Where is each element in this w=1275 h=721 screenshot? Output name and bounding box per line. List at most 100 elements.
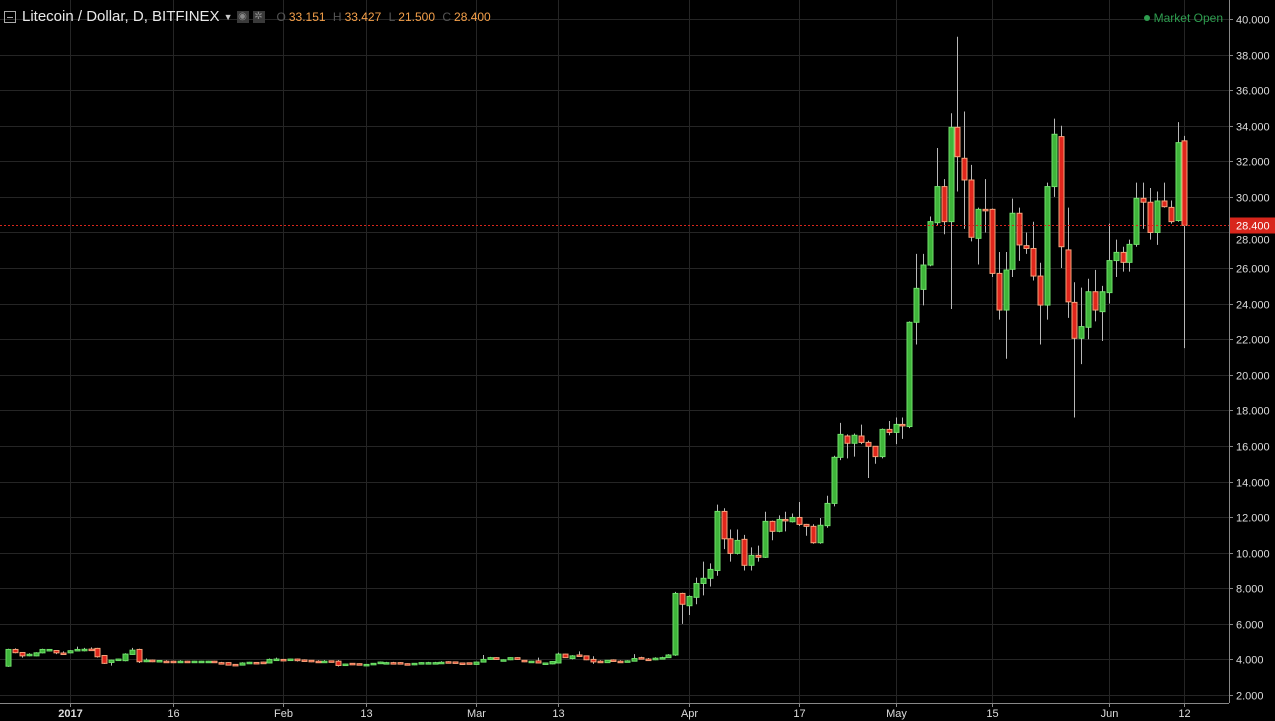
candle [253,661,260,665]
candle-body [1154,200,1161,233]
candle [872,445,879,464]
candle [294,658,301,662]
candle-body [1168,206,1175,223]
close-value: 28.400 [454,9,491,24]
candle [514,657,521,660]
y-tick-label: 16.000 [1236,442,1270,454]
candle [693,577,700,605]
candle [576,651,583,657]
candle-body [913,287,920,323]
candle [631,654,638,662]
candle-body [191,660,198,664]
candle-body [383,662,390,665]
candle [19,651,26,658]
candle-body [714,510,721,571]
candle-body [246,661,253,665]
candle [1065,207,1072,318]
candle-body [1078,326,1085,339]
candle-body [218,662,225,665]
ohlc-values: O 33.151 H 33.427 L 21.500 C 28.400 [273,10,491,24]
candle-body [377,661,384,665]
candle-body [1009,212,1016,270]
candle-body [493,657,500,660]
candle-body [418,662,425,665]
candle [604,659,611,664]
candle-body [342,663,349,667]
candle-body [693,582,700,598]
candle-body [487,657,494,660]
gear-icon[interactable]: ✲ [252,10,265,23]
x-tick-label: 13 [552,708,564,720]
candle [617,660,624,664]
candle-body [865,441,872,447]
candle [1181,135,1188,349]
candle-body [1065,249,1072,303]
candle [445,661,452,664]
eye-icon[interactable]: ◉ [236,10,249,23]
candle-body [315,660,322,664]
candle [1016,207,1023,261]
candle-body [604,659,611,664]
candle-body [748,554,755,566]
candle-body [459,662,466,665]
candle-body [989,208,996,274]
last-price-label: 28.400 [1236,221,1270,233]
candle [459,662,466,665]
candle [610,659,617,662]
collapse-icon[interactable] [4,10,16,23]
candle-body [941,186,948,223]
candle-body [679,592,686,605]
candle-body [163,660,170,664]
candle-body [803,523,810,527]
candle-body [727,538,734,554]
dropdown-caret-icon[interactable]: ▼ [223,11,233,22]
candle-body [301,659,308,662]
candle [308,659,315,663]
candle-body [741,538,748,566]
candle-body [349,662,356,666]
candle [755,545,762,562]
candle-body [445,661,452,664]
candle [418,662,425,665]
candle [1051,118,1058,197]
candle-body [432,662,439,665]
candle [542,662,549,665]
candle [569,655,576,660]
candle-body [115,658,122,662]
symbol-legend: Litecoin / Dollar, D, BITFINEX ▼ ◉ ✲ O 33… [4,8,491,25]
candle-body [239,662,246,666]
candle-body [39,648,46,654]
candle [920,253,927,306]
candle-body [94,647,101,658]
candle [1161,182,1168,208]
candle [727,529,734,562]
candle-body [721,510,728,540]
candle [149,659,156,663]
last-price-badge [1230,217,1275,234]
candle [184,660,191,664]
candle [886,421,893,436]
candle-body [26,653,33,657]
candle [390,661,397,665]
candle [349,662,356,666]
candle-body [535,660,542,664]
candle-body [1181,140,1188,226]
symbol-title[interactable]: Litecoin / Dollar, D, BITFINEX [22,8,220,25]
y-tick-label: 8.000 [1236,584,1264,596]
candle-body [1106,260,1113,294]
candle-body [948,126,955,223]
candle-body [996,272,1003,311]
candle [982,179,989,233]
candle-body [1113,251,1120,262]
candle-body [88,648,95,652]
y-tick-label: 28.000 [1236,235,1270,247]
candle [665,654,672,659]
candle [851,433,858,457]
candle-body [390,662,397,665]
candle [803,523,810,536]
candle-body [968,179,975,238]
candle-body [466,662,473,665]
candle-body [1120,251,1127,263]
